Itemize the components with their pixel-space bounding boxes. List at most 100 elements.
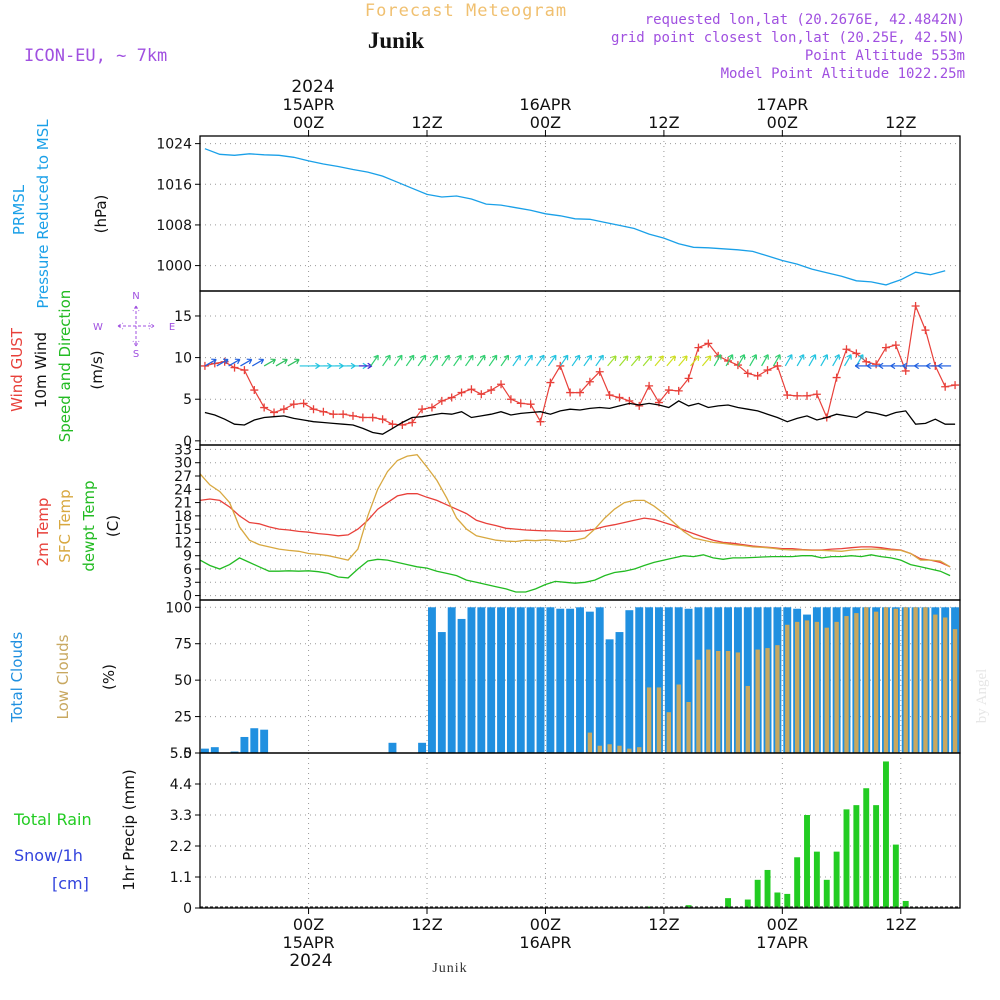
gust-marker (941, 382, 950, 391)
low-cloud-bar (735, 652, 741, 753)
wind-arrow-head (479, 354, 486, 361)
wind-direction-arrow (393, 354, 403, 367)
time-label-top: 12Z (648, 113, 679, 132)
total-cloud-bar (418, 742, 427, 753)
wind-10m-label: 10m Wind (32, 332, 50, 408)
low-cloud-bar (617, 745, 622, 753)
y-tick-label: 5.5 (170, 746, 192, 762)
compass-east: E (169, 322, 175, 333)
gust-marker (270, 408, 279, 417)
wind-arrow-head (562, 354, 569, 361)
date-label-bottom: 16APR (519, 933, 571, 952)
low-cloud-bar (765, 648, 770, 753)
y-tick-label: 0 (183, 746, 192, 762)
total-cloud-bar (388, 742, 397, 753)
wind-arrow-head (866, 362, 872, 370)
gust-marker (200, 361, 209, 370)
panel-frame (199, 444, 961, 601)
total-cloud-bar (457, 618, 466, 753)
low-cloud-bar (637, 747, 642, 753)
gust-marker (684, 374, 693, 383)
gust-marker (418, 405, 427, 414)
wind-direction-arrow (275, 358, 288, 367)
gust-marker (743, 369, 752, 378)
wind-direction-arrow (382, 354, 391, 367)
gust-marker (427, 403, 436, 412)
wind-direction-arrow (417, 354, 427, 367)
wind-direction-arrow (429, 354, 438, 367)
total-cloud-bar (516, 607, 525, 753)
gust-marker (842, 345, 851, 354)
total-cloud-bar (635, 607, 644, 753)
total-cloud-bar (566, 608, 575, 753)
wind-arrow-head (444, 354, 450, 361)
gust-marker (674, 386, 683, 395)
wind-arrow-head (798, 354, 805, 360)
rain-bar (813, 851, 820, 908)
total-cloud-bar (477, 607, 486, 753)
gust-marker (289, 400, 298, 409)
wind-direction-arrow (252, 358, 264, 367)
gust-marker (664, 386, 673, 395)
sfc-temp-label: SFC Temp (56, 489, 74, 562)
total-cloud-bar (536, 607, 545, 753)
wind-arrow-head (716, 354, 722, 360)
y-tick-label: 3.3 (170, 808, 192, 824)
total-cloud-bar (437, 632, 446, 753)
wind-direction-arrow (595, 354, 604, 367)
gust-marker (487, 386, 496, 395)
time-label-bottom: 12Z (885, 915, 916, 934)
gust-marker (763, 366, 772, 375)
low-cloud-bar (834, 621, 839, 753)
gust-marker (891, 341, 900, 350)
low-cloud-bar (804, 620, 810, 753)
time-label-bottom: 12Z (648, 915, 679, 934)
wind-direction-arrow (263, 358, 276, 367)
gust-marker (319, 407, 328, 416)
wind-arrow-head (270, 358, 276, 365)
date-label-bottom: 15APR (283, 933, 335, 952)
wind-direction-arrow (204, 358, 217, 367)
precip-unit: 1hr Precip (mm) (120, 769, 138, 890)
pressure-label-1: PRMSL (10, 184, 28, 235)
wind-gust-label: Wind GUST (8, 327, 26, 412)
rain-bar (784, 893, 791, 908)
wind-arrow-head (282, 358, 288, 365)
wind-arrow-head (420, 354, 427, 361)
gust-marker (516, 399, 525, 408)
top-year: 2024 (291, 77, 334, 97)
total-cloud-bar (260, 729, 269, 753)
rain-bar (863, 788, 870, 908)
wind-direction-arrow (737, 354, 745, 367)
gust-marker (339, 410, 348, 419)
gust-marker (576, 388, 584, 397)
gust-marker (329, 410, 338, 419)
total-cloud-bar (467, 607, 476, 753)
total-cloud-bar (615, 632, 624, 753)
total-cloud-bar (595, 607, 604, 753)
wind-arrow-head (739, 354, 746, 360)
y-tick-label: 50 (174, 673, 192, 689)
gust-marker (605, 391, 614, 400)
wind-arrow-head (775, 354, 781, 360)
time-label-top: 12Z (885, 113, 916, 132)
total-cloud-bar (210, 747, 219, 753)
gust-marker (526, 400, 535, 409)
wind-arrow-head (551, 354, 557, 361)
wind-arrow-head (574, 354, 581, 361)
y-tick-label: 30 (174, 456, 192, 472)
low-cloud-bar (706, 649, 711, 753)
y-tick-label: 6 (183, 562, 192, 578)
wind-direction-arrow (216, 358, 229, 367)
wind-direction-arrow (607, 355, 617, 367)
wind-arrow-head (539, 354, 545, 361)
rain-bar (902, 900, 909, 908)
gust-marker (378, 415, 387, 424)
gust-marker (250, 386, 259, 395)
wind-arrow-head (846, 354, 852, 360)
wind-direction-arrow (287, 358, 300, 367)
y-tick-label: 4.4 (170, 777, 192, 793)
wind-arrow-head (902, 362, 908, 370)
low-cloud-bar (676, 684, 681, 753)
gust-marker (388, 420, 397, 429)
